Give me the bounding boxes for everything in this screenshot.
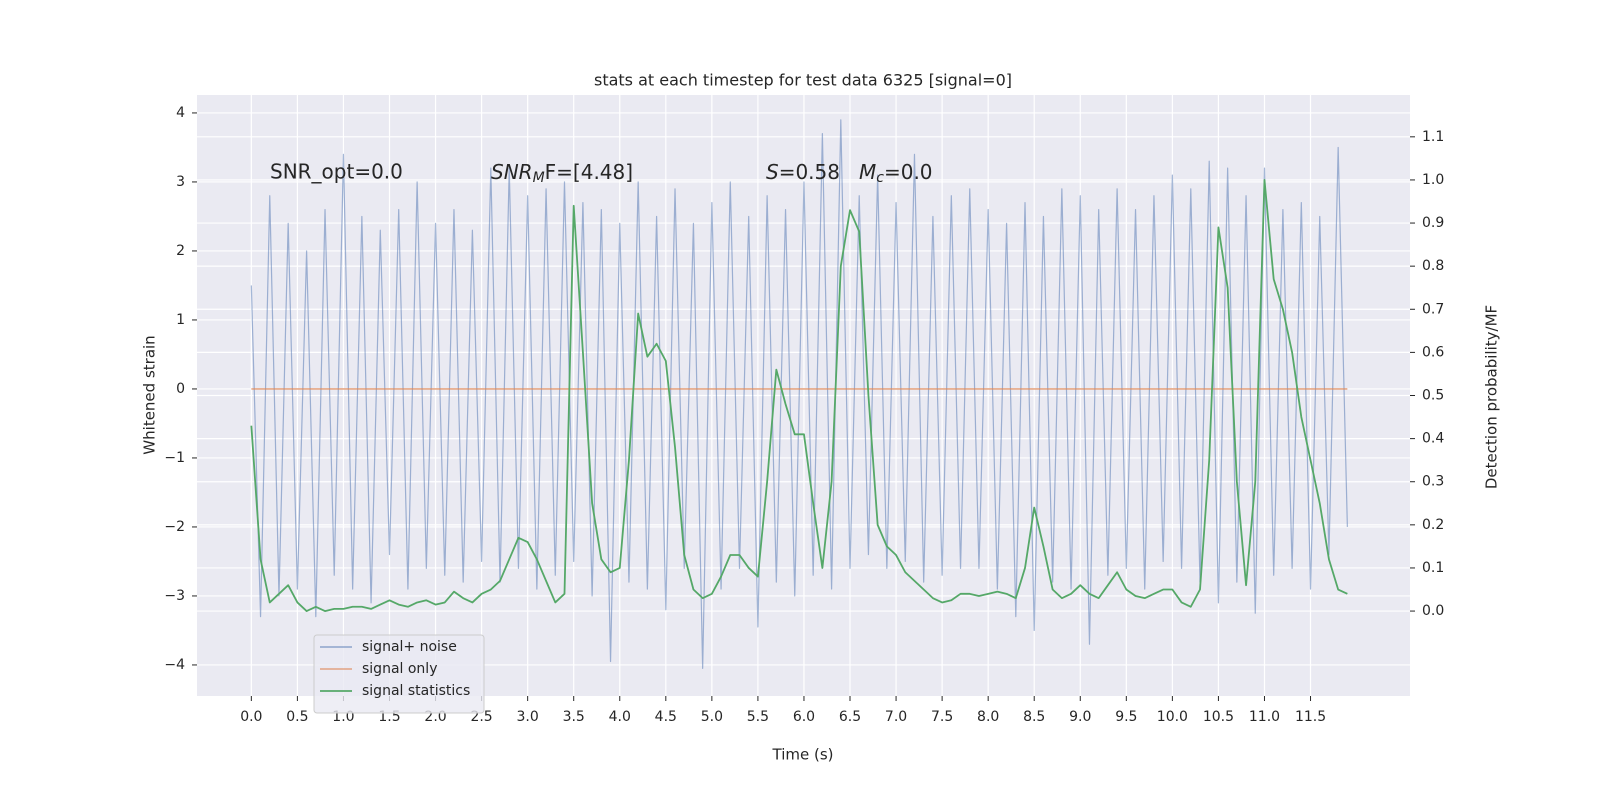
annotation: S=0.58 [766,160,840,184]
x-tick-label: 4.0 [609,709,631,725]
y-tick-label: 2 [176,243,185,259]
annotation-subscript: M [533,170,545,186]
y-tick-label: −3 [164,588,185,604]
y2-tick-label: 0.0 [1422,603,1444,619]
x-axis-label: Time (s) [772,746,834,764]
y-axis-label: Whitened strain [141,335,159,454]
annotation-symbol: M [859,160,876,184]
legend-label: signal statistics [362,683,470,699]
y2-tick-label: 0.2 [1422,517,1444,533]
x-tick-label: 9.5 [1115,709,1137,725]
y-tick-label: −2 [164,519,185,535]
x-tick-label: 11.0 [1249,709,1280,725]
y2-tick-label: 0.5 [1422,388,1444,404]
annotation-symbol: S [766,160,779,184]
y2-tick-label: 0.9 [1422,215,1444,231]
y2-tick-label: 0.4 [1422,431,1444,447]
annotation: Mc=0.0 [859,160,933,187]
y2-tick-label: 0.6 [1422,344,1444,360]
y2-tick-label: 1.1 [1422,129,1444,145]
annotation-subscript: c [876,170,884,186]
y2-axis-label: Detection probability/MF [1483,305,1501,489]
x-tick-label: 0.0 [240,709,262,725]
y-tick-label: −4 [164,657,185,673]
x-tick-label: 10.5 [1203,709,1234,725]
x-tick-label: 0.5 [286,709,308,725]
data-line [250,179,1348,612]
legend-label: signal+ noise [362,639,457,655]
annotation: SNR_opt=0.0 [270,160,403,184]
x-tick-label: 11.5 [1295,709,1326,725]
x-tick-label: 5.5 [747,709,769,725]
annotation-text: F=[4.48] [545,160,633,184]
x-tick-label: 6.0 [793,709,815,725]
x-tick-label: 8.5 [1023,709,1045,725]
y2-tick-label: 1.0 [1422,172,1444,188]
legend-box [313,634,485,714]
y2-tick-label: 0.8 [1422,258,1444,274]
y-tick-label: 1 [176,312,185,328]
annotation-text: =0.58 [779,160,840,184]
y-tick-label: −1 [164,450,185,466]
x-tick-label: 7.5 [931,709,953,725]
legend-label: signal only [362,661,437,677]
y2-tick-label: 0.3 [1422,474,1444,490]
annotation: SNRMF=[4.48] [491,160,633,187]
y2-tick-label: 0.7 [1422,301,1444,317]
x-tick-label: 7.0 [885,709,907,725]
x-tick-label: 3.0 [517,709,539,725]
y-tick-label: 3 [176,174,185,190]
y2-tick-label: 0.1 [1422,560,1444,576]
y-tick-label: 0 [176,381,185,397]
x-tick-label: 9.0 [1069,709,1091,725]
annotation-symbol: SNR [491,160,533,184]
x-tick-label: 3.5 [563,709,585,725]
x-tick-label: 6.5 [839,709,861,725]
y-tick-label: 4 [176,105,185,121]
annotation-text: =0.0 [884,160,933,184]
chart-title: stats at each timestep for test data 632… [594,71,1012,90]
x-tick-label: 5.0 [701,709,723,725]
x-tick-label: 4.5 [655,709,677,725]
x-tick-label: 10.0 [1157,709,1188,725]
x-tick-label: 8.0 [977,709,999,725]
